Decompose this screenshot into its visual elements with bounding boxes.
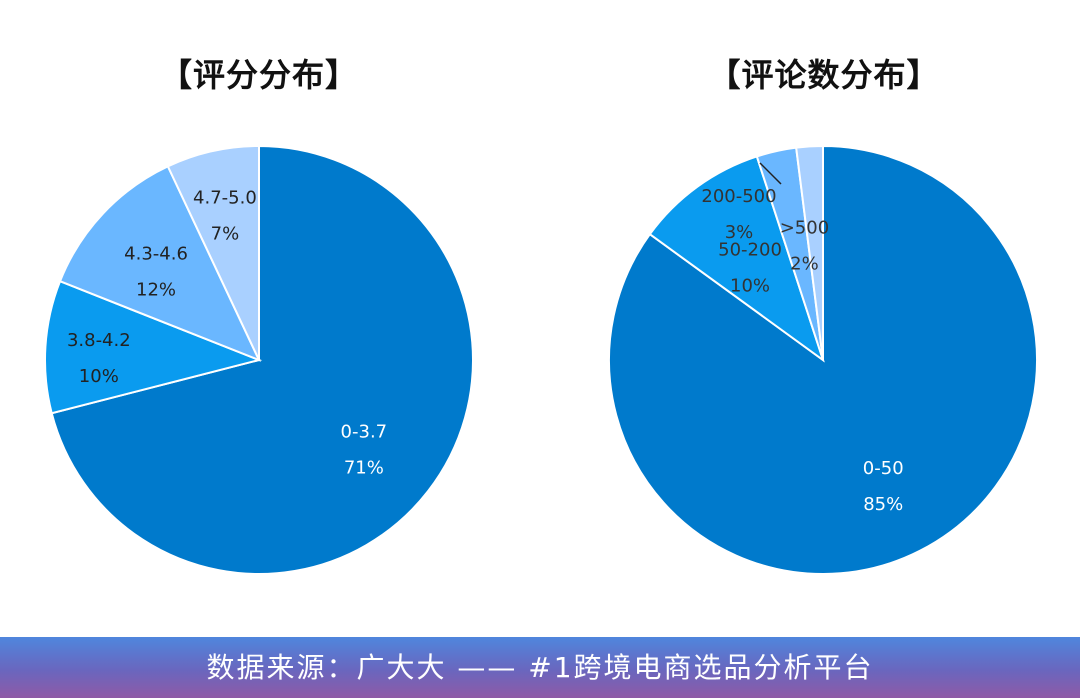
label-leader-line <box>759 162 782 185</box>
rating-distribution-pie: 0-3.7 71% 3.8-4.2 10% 4.3-4.6 12% 4.7-5.0 7% <box>44 144 474 575</box>
slice-category-label: 3.8-4.2 <box>67 330 131 351</box>
slice-category-label: 0-50 <box>863 458 904 479</box>
review-count-chart-title: 【评论数分布】 <box>708 56 940 94</box>
pie-slice-4.3-4.6 <box>58 165 261 362</box>
pie-slice-0-3.7 <box>50 144 474 575</box>
slice-percent-label: 10% <box>730 276 770 297</box>
slice-percent-label: 85% <box>863 494 903 515</box>
slice-category-label: 0-3.7 <box>341 421 388 442</box>
slice-percent-label: 7% <box>211 224 240 245</box>
slice-category-label: >500 <box>780 217 829 238</box>
pie-slice->500 <box>795 144 824 361</box>
review-count-distribution-pie: 0-50 85% 50-200 10% 200-500 3% >500 2% <box>608 144 1038 575</box>
slice-percent-label: 12% <box>136 279 176 300</box>
pie-slice-4.7-5.0 <box>166 144 260 361</box>
slice-percent-label: 10% <box>79 366 119 387</box>
slice-percent-label: 2% <box>790 253 819 274</box>
slice-percent-label: 3% <box>725 222 754 243</box>
slice-category-label: 4.3-4.6 <box>124 243 188 264</box>
rating-chart-title: 【评分分布】 <box>159 56 358 94</box>
pie-slice-3.8-4.2 <box>44 279 263 415</box>
pie-slice-50-200 <box>648 155 825 363</box>
data-source-footer: 数据来源：广大大 —— #1跨境电商选品分析平台 <box>0 637 1080 698</box>
slice-category-label: 50-200 <box>718 240 782 261</box>
slice-category-label: 200-500 <box>701 186 776 207</box>
slice-category-label: 4.7-5.0 <box>193 188 257 209</box>
slice-percent-label: 71% <box>344 457 384 478</box>
